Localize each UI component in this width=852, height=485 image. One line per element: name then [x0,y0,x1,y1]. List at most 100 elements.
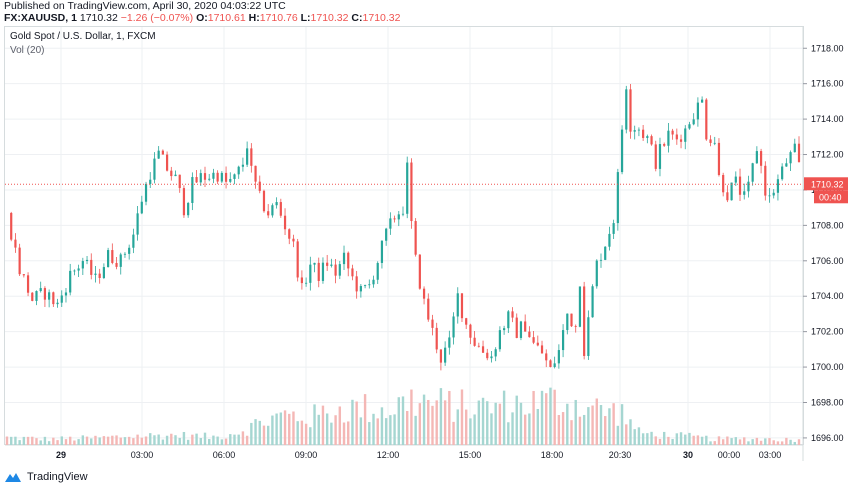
candle-body [64,292,68,296]
volume-bar [671,438,674,445]
last-price-label-bg [804,177,848,191]
candle-body [233,174,236,179]
candle-body [688,124,691,129]
candle-body [486,352,489,359]
volume-bar [275,413,278,445]
price-tick-label: 1718.00 [811,43,844,53]
volume-bar [612,403,615,445]
candle-body [115,262,118,267]
candle-body [524,321,527,332]
volume-bar [785,437,788,445]
volume-bar [646,433,649,445]
volume-bar [288,413,291,445]
volume-bar [608,408,611,445]
volume-bar [85,436,89,445]
volume-bar [625,424,628,445]
candle-body [267,211,270,216]
volume-bar [566,403,569,445]
candle-body [507,311,510,329]
volume-bar [406,411,409,445]
volume-bar [77,439,80,445]
volume-bar [60,436,63,445]
candle-body [591,286,594,318]
volume-bar [165,435,169,445]
volume-bar [106,436,110,445]
volume-bar [477,400,481,445]
volume-legend: Vol (20) [10,45,45,56]
candle-body [650,136,653,145]
price-change: −1.26 (−0.07%) [120,12,194,24]
volume-bar [279,412,283,445]
candle-body [701,99,704,103]
volume-bar [401,396,405,445]
volume-bar [452,421,455,445]
candle-body [583,286,586,356]
candle-body [157,150,160,159]
volume-bar [709,441,712,445]
candle-body [199,173,202,183]
candle-body [511,311,514,318]
candle-body [549,360,552,367]
candle-body [347,252,350,269]
candle-body [31,292,34,301]
volume-bar [641,433,645,445]
candle-body [439,349,443,363]
candle-body [140,201,143,214]
countdown-label-text: 00:40 [819,192,842,202]
volume-bar [115,435,118,445]
high-value: 1710.76 [259,12,298,24]
candle-body [713,142,716,144]
volume-bar [570,420,573,445]
candle-body [553,363,556,367]
candle-body [785,163,788,167]
candle-body [481,346,485,353]
candle-body [52,292,55,305]
volume-bar [587,407,590,445]
candle-body [330,264,333,266]
volume-bar [755,437,759,445]
candle-body [237,166,240,175]
tradingview-logo-icon [5,472,21,482]
volume-bar [595,398,598,445]
candle-body [123,253,127,255]
volume-bar [368,422,371,445]
volume-bar [599,405,603,445]
candle-body [448,337,451,348]
volume-bar [469,418,472,445]
candle-body [578,286,582,327]
volume-bar [26,436,30,445]
candle-body [102,267,105,279]
volume-series [5,387,801,445]
candle-body [738,176,742,195]
volume-bar [532,390,535,445]
volume-bar [637,427,641,445]
quote-line: FX:XAUUSD, 1 1710.32 −1.26 (−0.07%) O:17… [4,12,400,24]
candle-body [224,172,228,182]
footer-brand-text: TradingView [27,470,88,483]
volume-bar [414,415,417,445]
volume-bar [43,436,47,445]
volume-bar [679,432,683,445]
candle-body [473,337,476,346]
volume-bar [178,437,181,445]
candle-body [56,302,59,305]
volume-bar [726,436,729,445]
candle-body [692,119,695,125]
candle-body [43,288,47,300]
candle-body [292,238,295,242]
volume-bar [321,405,325,445]
candle-body [10,212,13,240]
volume-bar [540,390,544,445]
volume-bar [667,436,670,445]
low-label: L: [300,12,311,24]
footer-brand[interactable]: TradingView [4,468,88,485]
candle-series [10,83,801,371]
volume-bar [161,439,165,445]
candle-body [515,317,518,338]
volume-bar [780,441,784,445]
volume-bar [140,437,144,445]
volume-bar [464,409,468,445]
volume-bar [700,436,704,445]
volume-bar [422,394,426,445]
